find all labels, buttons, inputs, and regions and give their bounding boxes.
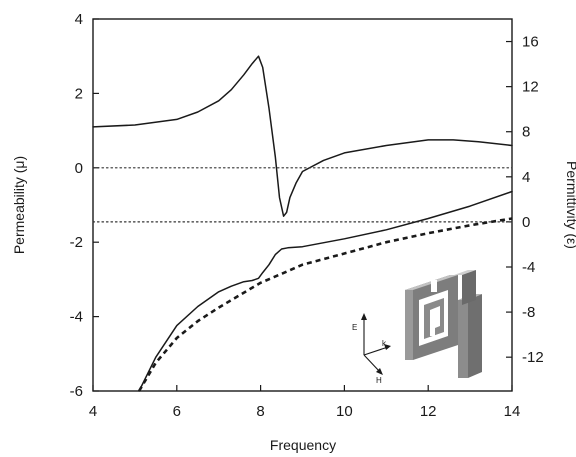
h-vector-label: H [376, 376, 382, 385]
ring-structure-icon [405, 270, 482, 378]
x-tick-label: 14 [504, 403, 521, 420]
y2-tick-label: 0 [522, 214, 530, 231]
right-axis: -12 -8 -4 0 4 8 12 16 [506, 34, 544, 366]
y-tick-label: 0 [75, 160, 83, 177]
y2-tick-label: 12 [522, 79, 539, 96]
k-vector-label: k [382, 339, 387, 348]
split-ring-resonator-icon: E k H [352, 270, 482, 385]
left-axis: -6 -4 -2 0 2 4 [70, 11, 99, 400]
y2-tick-label: 16 [522, 34, 539, 51]
y2-tick-label: 4 [522, 169, 530, 186]
y2-tick-label: -8 [522, 304, 535, 321]
bottom-axis: 4 6 8 10 12 14 [89, 385, 521, 420]
y-axis-title: Permeability (μ) [11, 156, 27, 254]
e-vector-label: E [352, 323, 357, 332]
y2-tick-label: -12 [522, 349, 544, 366]
field-vectors-icon [361, 313, 391, 375]
series-layer [92, 55, 513, 392]
permittivity-curve [138, 190, 513, 392]
x-tick-label: 8 [256, 403, 264, 420]
y-tick-label: 4 [75, 11, 83, 28]
x-tick-label: 12 [420, 403, 437, 420]
plot-border [92, 18, 513, 392]
x-axis-title: Frequency [270, 437, 336, 453]
y2-axis-title: Permittivity (ε) [564, 161, 576, 249]
x-tick-label: 6 [173, 403, 181, 420]
permeability-curve [92, 55, 513, 217]
permittivity-reference-curve [137, 217, 513, 392]
x-tick-label: 10 [336, 403, 353, 420]
y-tick-label: -4 [70, 309, 83, 326]
y-tick-label: -6 [70, 383, 83, 400]
x-tick-label: 4 [89, 403, 97, 420]
y2-tick-label: 8 [522, 124, 530, 141]
y-tick-label: -2 [70, 234, 83, 251]
plot-area [92, 18, 513, 392]
y2-tick-label: -4 [522, 259, 535, 276]
y-tick-label: 2 [75, 85, 83, 102]
